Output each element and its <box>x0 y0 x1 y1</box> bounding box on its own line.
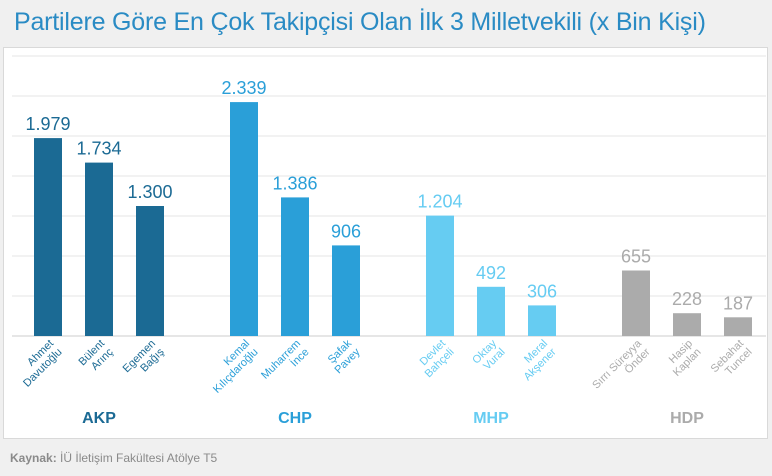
value-label: 1.300 <box>127 182 172 202</box>
bar <box>724 317 752 336</box>
bar <box>230 102 258 336</box>
category-label: SebahatTuncel <box>709 338 755 384</box>
value-label: 1.734 <box>76 139 121 159</box>
category-label: Muharremİnce <box>259 338 311 390</box>
party-label: MHP <box>473 410 509 427</box>
chart-title: Partilere Göre En Çok Takipçisi Olan İlk… <box>14 8 706 36</box>
party-label: AKP <box>82 410 116 427</box>
category-label: HasipKaplan <box>662 338 703 379</box>
category-label: OktayVural <box>470 337 508 375</box>
source-note: Kaynak: İÜ İletişim Fakültesi Atölye T5 <box>10 451 217 465</box>
chart-panel <box>3 47 768 439</box>
category-label: BülentArınç <box>77 337 116 376</box>
category-label: ŞafakPavey <box>324 337 363 376</box>
bar <box>673 313 701 336</box>
bar <box>528 305 556 336</box>
value-label: 306 <box>527 281 557 301</box>
bar <box>85 162 113 336</box>
bar <box>34 138 62 336</box>
bar <box>477 286 505 336</box>
value-label: 1.979 <box>25 114 70 134</box>
category-label: KemalKılıçdaroğlu <box>203 338 261 396</box>
value-label: 228 <box>672 289 702 309</box>
value-label: 1.386 <box>272 173 317 193</box>
category-label: EgemenBağış <box>121 337 167 383</box>
value-label: 2.339 <box>221 78 266 98</box>
value-label: 1.204 <box>417 192 462 212</box>
party-label: HDP <box>670 410 704 427</box>
bar <box>332 245 360 336</box>
value-label: 187 <box>723 293 753 313</box>
category-label: AhmetDavutoğlu <box>13 338 65 390</box>
bar <box>136 206 164 336</box>
bar <box>281 197 309 336</box>
category-label: Sırrı SüreyyaÖnder <box>590 337 653 400</box>
source-label: Kaynak: <box>10 451 57 465</box>
value-label: 906 <box>331 221 361 241</box>
bar <box>426 215 454 336</box>
category-label: MeralAkşener <box>513 337 559 383</box>
source-text: İÜ İletişim Fakültesi Atölye T5 <box>60 451 218 465</box>
category-label: DevletBahçeli <box>414 338 456 380</box>
party-label: CHP <box>278 410 312 427</box>
bar <box>622 270 650 336</box>
value-label: 492 <box>476 263 506 283</box>
value-label: 655 <box>621 247 651 267</box>
